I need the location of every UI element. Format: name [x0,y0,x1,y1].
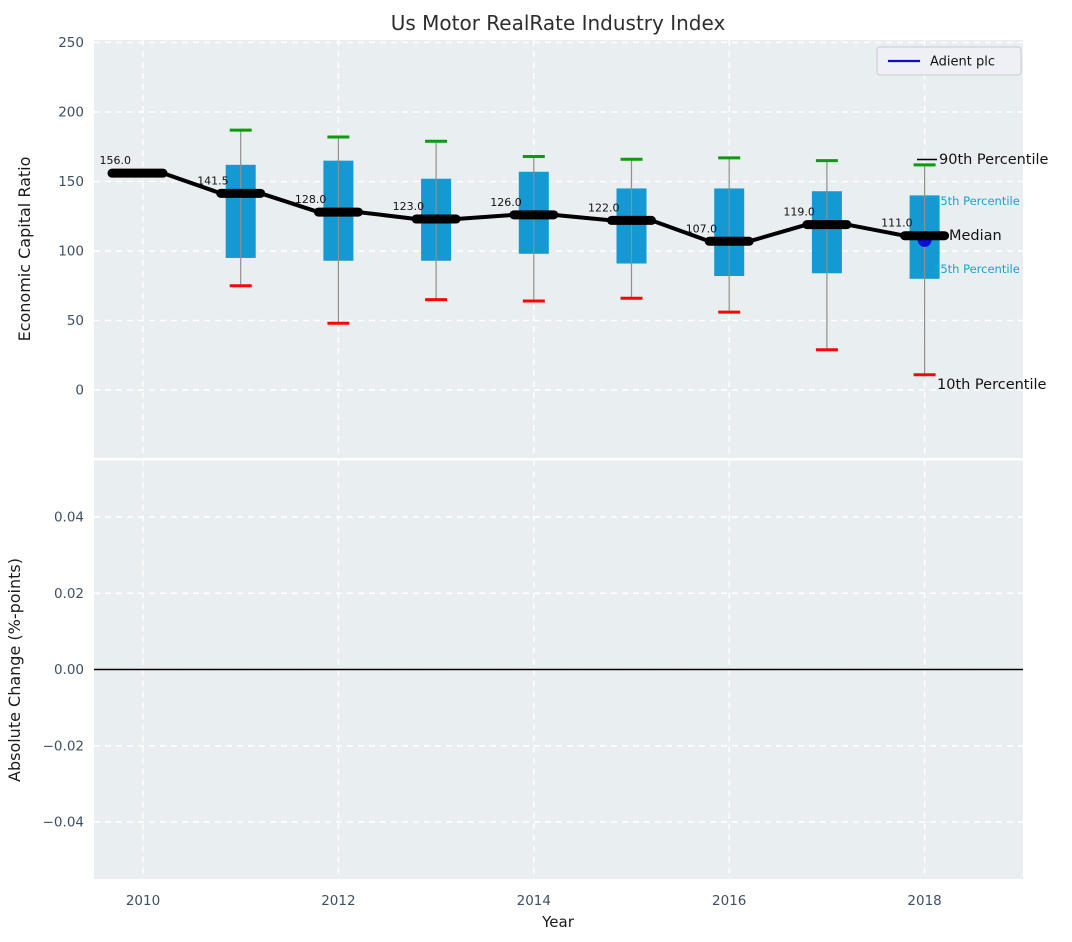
annotation-90th-percentile: 90th Percentile [939,152,1049,168]
x-tick-label: 2018 [907,893,941,909]
median-value-label-2017: 119.0 [783,206,815,219]
median-connector [844,222,907,238]
y-tick-label-top: 250 [58,35,84,51]
median-connector [551,212,614,223]
y-tick-label-bottom: 0.04 [54,510,84,526]
annotation-10th-percentile: 10th Percentile [937,377,1047,393]
legend: Adient plc [876,46,1022,76]
annotation-median: Median [949,228,1002,244]
y-tick-label-bottom: −0.04 [43,815,84,831]
annotation-75th-percentile: 75th Percentile [933,194,1020,208]
x-tick-label: 2016 [712,893,746,909]
x-tick-label: 2012 [321,893,355,909]
y-tick-label-top: 0 [75,383,84,399]
legend-label: Adient plc [930,55,995,70]
legend-box [876,46,1022,76]
x-tick-label: 2010 [126,893,160,909]
median-value-label-2018: 111.0 [881,217,913,230]
median-connector [356,210,419,222]
median-connector [649,218,712,244]
median-value-label-2010: 156.0 [100,154,132,167]
y-axis-label-top: Economic Capital Ratio [15,157,34,342]
annotation-25th-percentile: 25th Percentile [933,262,1020,276]
y-tick-label-top: 150 [58,174,84,190]
median-value-label-2015: 122.0 [588,201,620,214]
x-tick-label: 2014 [517,893,551,909]
y-tick-label-bottom: −0.02 [43,738,84,754]
x-axis-label: Year [541,913,575,931]
chart-title: Us Motor RealRate Industry Index [391,11,726,35]
y-tick-label-top: 100 [58,244,84,260]
median-connector [161,171,223,196]
y-axis-label-bottom: Absolute Change (%-points) [5,558,24,782]
y-tick-label-bottom: 0.00 [54,662,84,678]
median-connector [258,191,321,215]
y-tick-label-top: 50 [67,313,84,329]
median-value-label-2012: 128.0 [295,193,327,206]
median-value-label-2014: 126.0 [490,196,522,209]
y-tick-label-top: 200 [58,105,84,121]
median-connector [454,212,516,222]
median-value-label-2013: 123.0 [393,200,425,213]
y-tick-label-bottom: 0.02 [54,586,84,602]
median-value-label-2016: 107.0 [686,222,718,235]
median-connector [747,222,809,244]
median-value-label-2011: 141.5 [197,174,229,187]
